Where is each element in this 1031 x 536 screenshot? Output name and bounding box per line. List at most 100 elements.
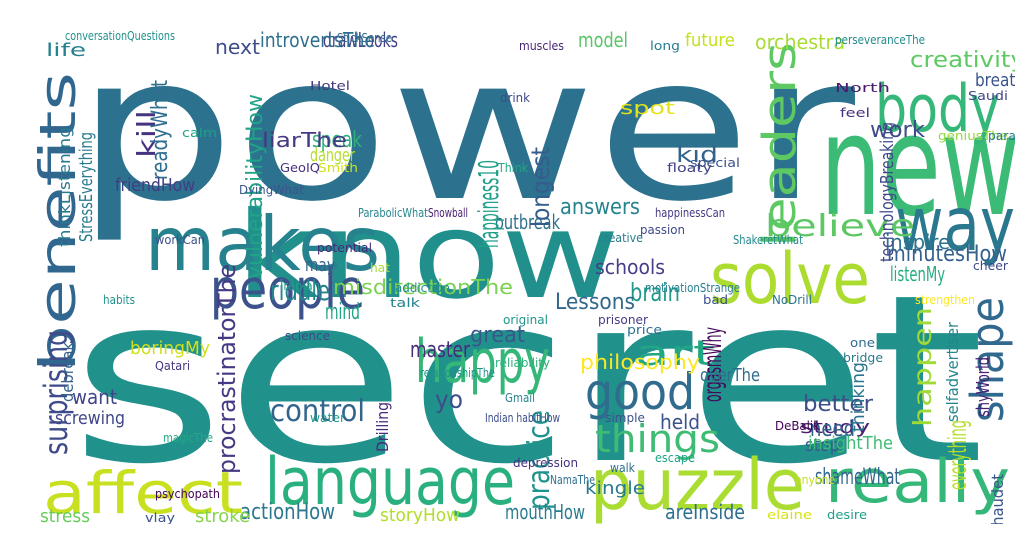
cloud-word: Snowball [428,206,469,220]
cloud-word: minutesHow [887,242,1008,267]
cloud-word: creative [598,231,644,245]
cloud-word: Gmail [505,391,536,405]
cloud-word: hat [370,261,391,275]
cloud-word: listenMy [890,262,946,286]
cloud-word: areInside [665,500,746,524]
cloud-word: talk [390,296,421,310]
cloud-word: perseveranceThe [835,33,926,47]
cloud-word: StressEverything [76,131,97,242]
cloud-word: depression [513,456,579,470]
cloud-word: orchestra [755,30,846,54]
cloud-word: may [305,255,336,276]
cloud-word: prisoner [598,313,649,327]
cloud-word: control [270,394,366,429]
cloud-word: next [215,35,261,59]
cloud-word: body [875,72,1001,147]
cloud-word: long [650,39,681,53]
cloud-word: know [235,187,621,326]
cloud-word: habits [103,293,136,307]
cloud-word: need [810,417,856,442]
cloud-word: inspire [885,230,951,254]
cloud-word: paradox [988,129,1015,143]
cloud-word: really [825,447,1011,517]
cloud-word: master [410,338,471,363]
cloud-word: Drilling [373,401,392,452]
cloud-word: muscles [519,39,565,53]
cloud-word: happinessCan [655,206,726,220]
cloud-word: stress [40,506,91,525]
cloud-word: drawLooks [323,28,399,52]
cloud-word: floaty [667,161,713,175]
cloud-word: price [627,323,663,337]
cloud-word: shyWorld [973,356,994,417]
cloud-word: drink [500,91,531,105]
cloud-word: art [635,334,716,374]
cloud-word: danger [310,145,355,166]
cloud-word: desire [827,508,868,522]
cloud-word: thinkListening [55,126,74,247]
cloud-word: special [690,156,741,170]
cloud-word: Hotel [310,79,351,93]
cloud-word: DyingWhat [239,183,305,197]
cloud-word: introvertsThe [260,28,375,52]
cloud-word: Indian habitHow [485,411,561,425]
cloud-word: reliability [495,356,551,370]
cloud-word: solve [710,238,871,320]
cloud-word: mind [325,300,361,325]
cloud-word: people [210,257,366,321]
cloud-word: model [578,28,629,52]
cloud-word: GeoIQ [280,161,321,175]
cloud-word: StickSense [337,31,393,45]
cloud-word: walk [610,461,636,475]
cloud-word: language [265,445,515,520]
cloud-word: philosophy [580,350,701,374]
cloud-word: puzzle [590,444,806,524]
cloud-word: geniusThe [938,129,1009,143]
cloud-word: Qatari [155,359,191,373]
cloud-word: misdirectionThe [333,275,514,299]
cloud-word: NoDrill [772,293,813,307]
cloud-word: ShakeretWhat [733,233,804,247]
cloud-word: study [800,417,871,438]
cloud-word: vlay [145,511,176,524]
cloud-word: actionHow [240,500,336,524]
cloud-word: power [75,13,856,246]
cloud-word: insightThe [808,433,894,454]
cloud-word: potential [317,241,373,255]
cloud-word: kid [676,143,719,168]
cloud-word: kingle [585,478,646,499]
cloud-word: storyHow [380,505,461,525]
cloud-word: anyone [795,473,836,487]
cloud-word: motivationStrange [645,281,741,295]
cloud-word: believe [765,209,916,244]
cloud-word: calm [182,126,218,140]
cloud-word: shameWhat [815,465,900,490]
cloud-word: one [850,336,876,350]
cloud-word: stroke [195,506,251,525]
cloud-word: longest [526,146,555,227]
cloud-word: spot [620,98,676,119]
cloud-word: way [895,180,1015,268]
cloud-word: bridge [843,351,884,365]
cloud-word: procrastinatorThe [213,264,241,474]
cloud-word: conversationQuestions [65,29,176,43]
cloud-word: NamaThe [550,473,596,487]
cloud-word: work [870,118,926,143]
cloud-word: Saudi [968,89,1009,103]
cloud-word: North [835,81,890,95]
cloud-word: passion [640,223,686,237]
word-cloud: power secret know new makes benefits leaders wa… [15,12,1015,525]
cloud-word: simple [605,411,646,425]
cloud-word: breath [975,70,1015,91]
cloud-word: things [595,417,720,461]
cloud-word: makes [145,200,381,288]
cloud-word: selfadvertiser [943,321,962,422]
cloud-word: secret [70,245,986,515]
cloud-word: original [503,313,549,327]
cloud-word: water [310,411,346,425]
cloud-word: escape [655,451,696,465]
cloud-word: Think [498,161,529,175]
cloud-word: cheer [973,259,1009,273]
cloud-word: future [685,30,736,51]
cloud-word: workCan [155,233,206,247]
